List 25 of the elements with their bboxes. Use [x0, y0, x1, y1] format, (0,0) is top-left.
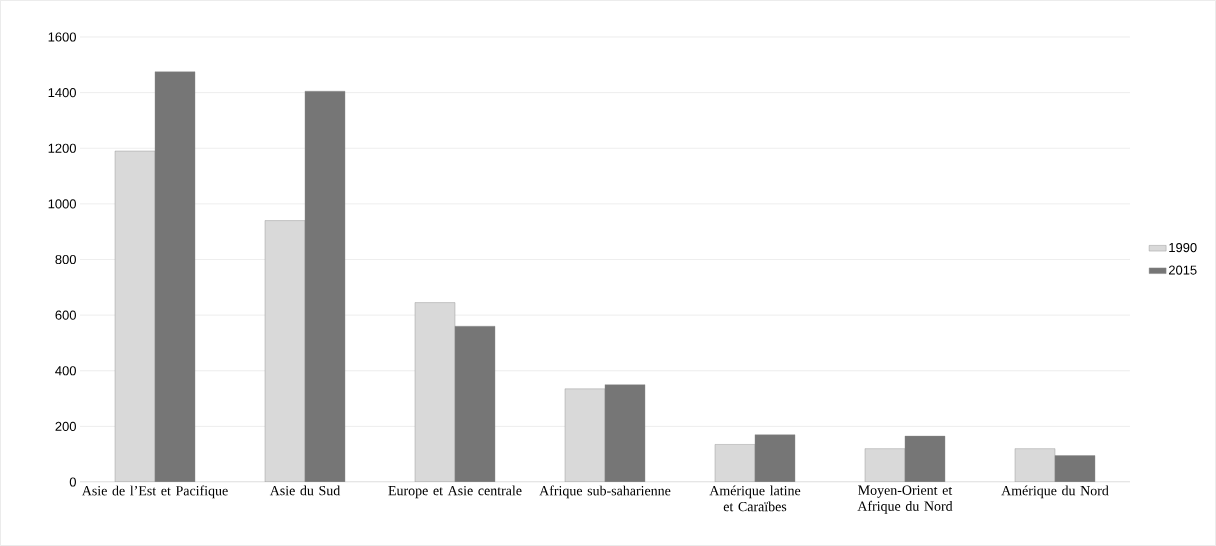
y-tick-label: 400: [55, 366, 76, 376]
x-tick-label: Asie de l’Est et Pacifique: [81, 485, 228, 499]
bar: [1054, 455, 1096, 482]
legend-label: 1990: [1169, 242, 1197, 253]
y-tick-label: 800: [55, 254, 76, 265]
bar: [604, 384, 646, 482]
x-tick-label: Amérique latine et Caraïbes: [709, 485, 801, 512]
y-tick-label: 200: [55, 421, 76, 431]
bar: [454, 326, 496, 482]
x-tick-label: Amérique du Nord: [1001, 485, 1109, 499]
x-tick-label: Moyen-Orient et Afrique du Nord: [857, 485, 953, 514]
x-tick-label: Europe et Asie centrale: [388, 485, 522, 499]
bar: [754, 434, 796, 482]
y-tick-label: 0: [69, 477, 76, 487]
bar: [304, 91, 346, 482]
y-tick-label: 1400: [48, 88, 76, 98]
bar: [904, 435, 946, 482]
x-tick-label: Asie du Sud: [269, 485, 341, 496]
y-tick-label: 1000: [48, 199, 76, 209]
y-tick-label: 600: [55, 310, 76, 320]
y-tick-label: 1600: [48, 32, 76, 42]
y-tick-label: 1200: [48, 143, 76, 153]
legend-label: 2015: [1168, 265, 1197, 275]
bar: [154, 71, 196, 482]
x-tick-label: Afrique sub-saharienne: [539, 485, 671, 499]
